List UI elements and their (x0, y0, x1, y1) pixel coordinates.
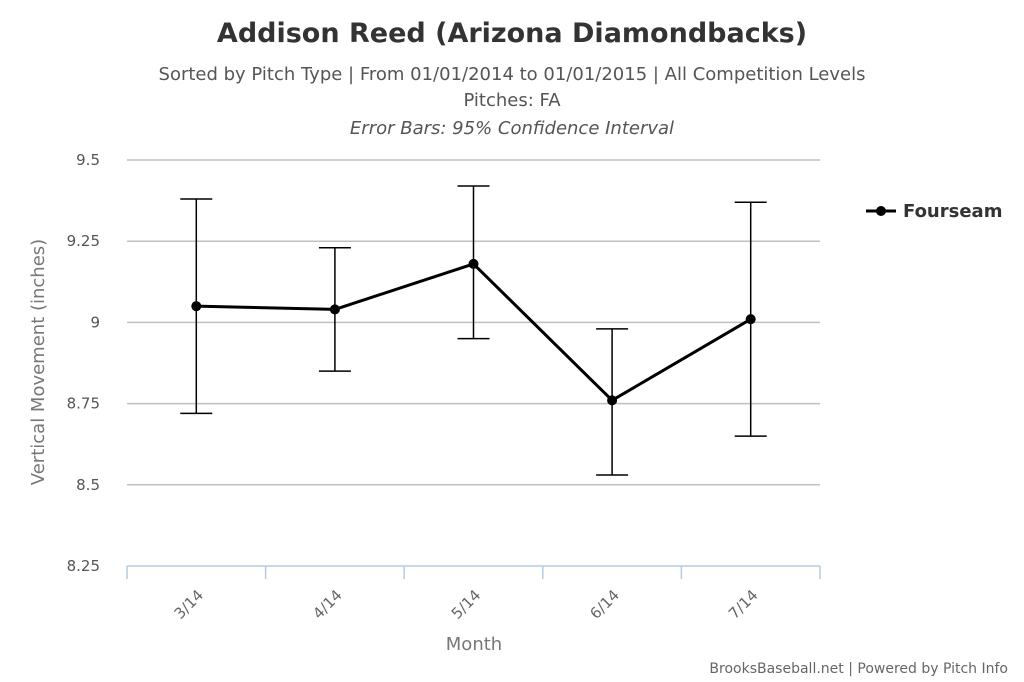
y-tick-label: 9 (90, 313, 100, 331)
data-point[interactable] (468, 258, 479, 269)
credit-text: BrooksBaseball.net | Powered by Pitch In… (709, 661, 1008, 677)
series-fourseam (191, 258, 756, 406)
legend-label: Fourseam (903, 201, 1002, 222)
error-bars (180, 185, 767, 476)
x-axis: 3/14 4/14 5/14 6/14 7/14 (126, 565, 821, 623)
chart-subtitle-pitches: Pitches: FA (463, 90, 561, 111)
chart-subtitle: Sorted by Pitch Type | From 01/01/2014 t… (159, 64, 866, 85)
data-point[interactable] (191, 301, 202, 312)
y-tick-label: 8.5 (76, 476, 100, 494)
x-tick-label: 5/14 (448, 586, 485, 623)
legend[interactable]: Fourseam (866, 201, 1002, 222)
x-tick-label: 6/14 (586, 586, 623, 623)
legend-marker (876, 206, 886, 216)
y-axis-ticks: 8.25 8.5 8.75 9 9.25 9.5 (67, 151, 100, 575)
y-tick-label: 8.75 (67, 395, 100, 413)
y-tick-label: 9.5 (76, 151, 100, 169)
data-point[interactable] (329, 304, 340, 315)
chart-title: Addison Reed (Arizona Diamondbacks) (217, 18, 807, 49)
y-tick-label: 9.25 (67, 232, 100, 250)
x-axis-title: Month (446, 634, 502, 655)
data-point[interactable] (745, 314, 756, 325)
y-axis-title: Vertical Movement (inches) (28, 239, 49, 485)
chart-subtitle-error-bars: Error Bars: 95% Confidence Interval (350, 118, 674, 139)
x-tick-label: 4/14 (309, 586, 346, 623)
x-tick-label: 3/14 (171, 586, 208, 623)
x-tick-label: 7/14 (725, 586, 762, 623)
y-tick-label: 8.25 (67, 557, 100, 575)
data-point[interactable] (607, 395, 618, 406)
